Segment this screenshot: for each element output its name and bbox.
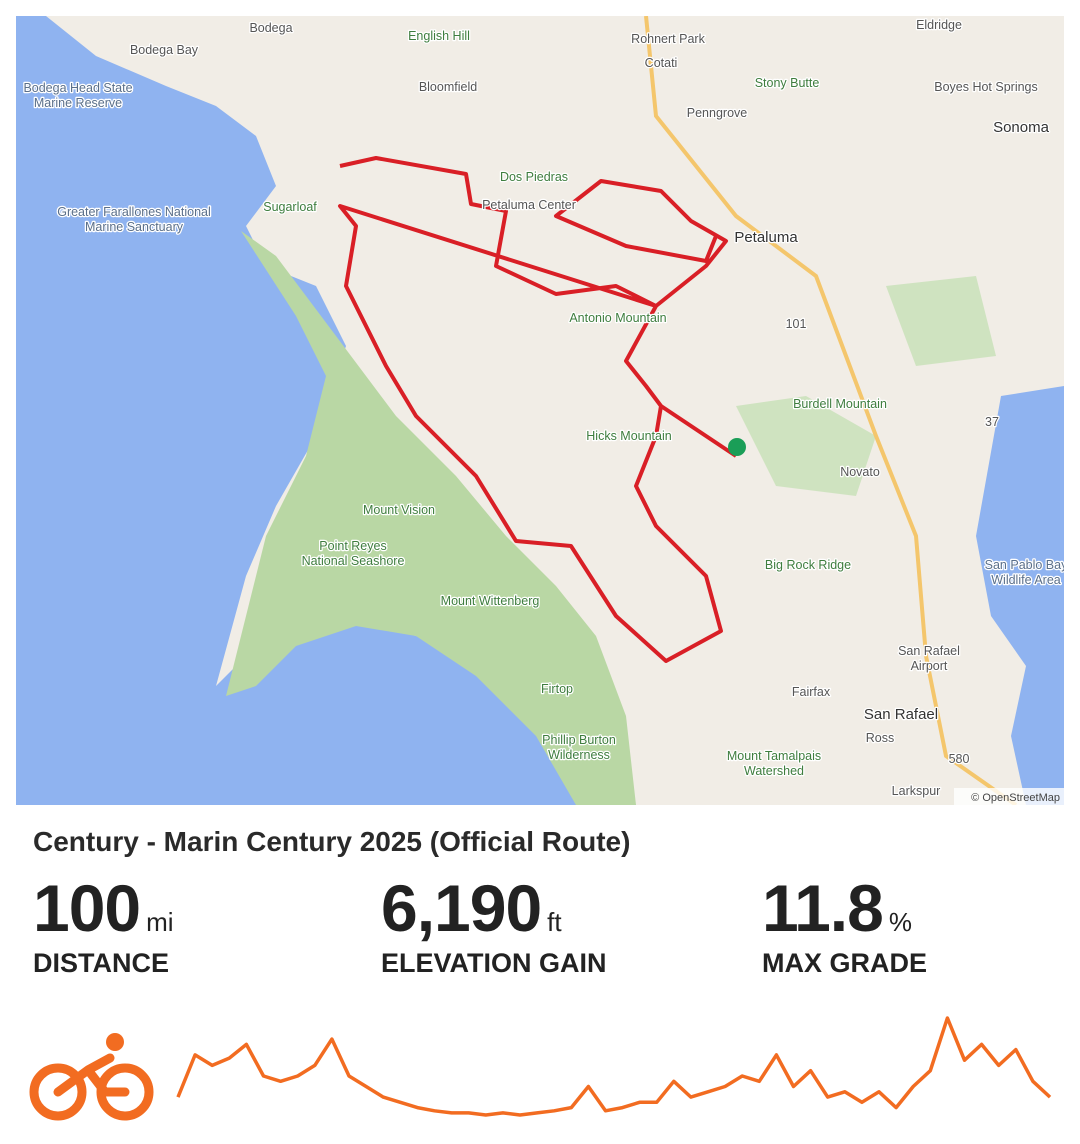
stat: 100 mi DISTANCE [33,870,174,979]
stat-unit: % [888,907,912,937]
map-label: Antonio Mountain [569,311,666,325]
map-label: 37 [985,415,999,429]
map-label: Mount Tamalpais Watershed [727,749,821,778]
map-labels: Bodega English Hill Rohnert Park Eldridge Bo… [22,17,1064,800]
park [736,396,876,496]
bay [976,386,1064,805]
start-marker [728,438,746,456]
stat-value-line: 11.8% [762,870,927,946]
map-label: Larkspur [892,784,941,798]
map-label: Fairfax [792,685,831,699]
map-label: Bodega Bay [130,43,199,57]
map-label: Novato [840,465,880,479]
cyclist-icon [29,1033,154,1121]
stat-label: ELEVATION GAIN [381,948,607,978]
park [886,276,996,366]
stat: 11.8% MAX GRADE [762,870,927,979]
map-label: San Rafael Airport [898,644,960,673]
map-label: Big Rock Ridge [765,558,851,572]
map-label: Point Reyes National Seashore [302,539,405,568]
map-label: Hicks Mountain [586,429,671,443]
map-label: Burdell Mountain [793,397,887,411]
map-label: Rohnert Park [631,32,705,46]
stat-label: DISTANCE [33,948,170,978]
map-label: 580 [949,752,970,766]
elevation-line [176,1016,1052,1117]
map: Bodega English Hill Rohnert Park Eldridge Bo… [16,16,1064,805]
map-label: Mount Wittenberg [441,594,540,608]
map-label: Bloomfield [419,80,477,94]
map-label: Greater Farallones National Marine Sanctu… [57,205,211,234]
map-label: 101 [786,317,807,331]
stat: 6,190 ft ELEVATION GAIN [381,870,607,979]
stat-value: 6,190 [381,871,542,945]
highway [644,16,1018,805]
map-label: Bodega [249,21,292,35]
map-label: Stony Butte [755,76,820,90]
map-label: San Pablo Bay Wildlife Area [985,558,1064,587]
map-label: English Hill [408,29,470,43]
ocean [16,16,636,805]
map-label: Petaluma [734,229,798,246]
stat-value: 11.8 [762,871,884,945]
stat-unit: ft [547,907,562,937]
map-label: Cotati [645,56,678,70]
route-title: Century - Marin Century 2025 (Official R… [33,826,631,857]
map-label: San Rafael [864,706,938,723]
map-label: Penngrove [687,106,748,120]
stat-label: MAX GRADE [762,948,928,978]
map-label: Ross [866,731,894,745]
stat-value-line: 100 mi [33,870,174,946]
stat-value: 100 [33,871,141,945]
map-label: Dos Piedras [500,170,568,184]
route [338,156,738,663]
map-label: Boyes Hot Springs [934,80,1038,94]
attribution: © OpenStreetMap [971,792,1060,804]
elevation-profile [29,1016,1052,1121]
park [226,231,636,805]
map-label: Mount Vision [363,503,435,517]
stat-value-line: 6,190 ft [381,870,607,946]
stat-unit: mi [146,907,174,937]
map-label: Firtop [541,682,573,696]
attribution-bg [954,788,1064,805]
map-label: Sonoma [993,119,1050,136]
map-label: Bodega Head State Marine Reserve [23,81,132,110]
map-label: Sugarloaf [263,200,317,214]
map-label: Eldridge [916,18,962,32]
map-label: Petaluma Center [482,198,576,212]
map-label: Phillip Burton Wilderness [542,733,616,762]
